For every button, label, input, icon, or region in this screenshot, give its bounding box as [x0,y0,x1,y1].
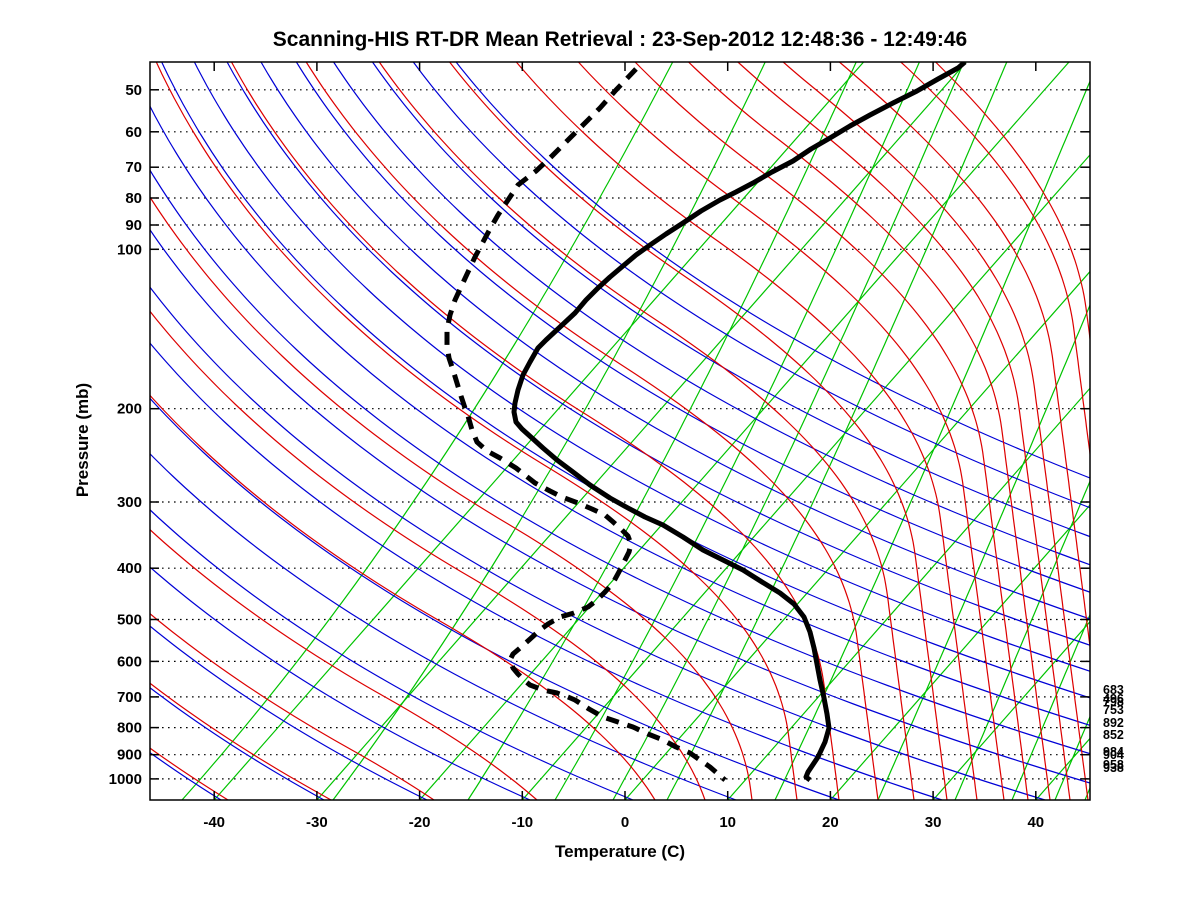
pressure-level-annotation: 852 [1103,728,1124,742]
x-tick-label: -10 [511,814,533,831]
y-tick-label: 500 [117,612,142,629]
y-tick-label: 1000 [109,771,142,788]
x-tick-label: 0 [621,814,629,831]
x-axis-label: Temperature (C) [555,842,685,861]
axis-ticks [150,62,1090,800]
y-tick-label: 200 [117,401,142,418]
pressure-level-annotation: 496 [1103,692,1124,706]
x-tick-label: -30 [306,814,328,831]
y-tick-label: 300 [117,494,142,511]
y-tick-label: 80 [125,190,142,207]
y-tick-label: 400 [117,560,142,577]
x-tick-label: 30 [925,814,942,831]
pressure-level-annotation: 904 [1103,748,1124,762]
pressure-level-annotation: 958 [1103,758,1124,772]
pressure-level-annotation: 938 [1103,761,1124,775]
chart-title: Scanning-HIS RT-DR Mean Retrieval : 23-S… [273,28,967,51]
x-tick-label: 10 [719,814,736,831]
axis-tick-labels: -40 -30 -20 -10 0 10 20 30 40 50 60 70 80 90 100 200 300… [109,82,1045,831]
y-tick-label: 90 [125,217,142,234]
pressure-level-annotation: 984 [1103,745,1124,759]
pressure-level-annotation: 892 [1103,716,1124,730]
axes-frame [149,61,1091,801]
y-tick-label: 100 [117,241,142,258]
y-tick-label: 60 [125,124,142,141]
y-tick-label: 50 [125,82,142,99]
x-tick-label: -40 [203,814,225,831]
pressure-level-annotation: 798 [1103,695,1124,709]
retrieval-profiles [444,62,967,782]
x-tick-label: -20 [409,814,431,831]
y-tick-label: 700 [117,689,142,706]
y-axis-label: Pressure (mb) [73,383,92,497]
pressure-level-annotation: 753 [1103,703,1124,717]
y-tick-label: 800 [117,720,142,737]
x-tick-label: 20 [822,814,839,831]
skewt-background-grid [150,62,1090,800]
y-tick-label: 900 [117,747,142,764]
y-tick-label: 70 [125,159,142,176]
y-tick-label: 600 [117,653,142,670]
x-tick-label: 40 [1027,814,1044,831]
pressure-level-annotation: 683 [1103,683,1124,697]
